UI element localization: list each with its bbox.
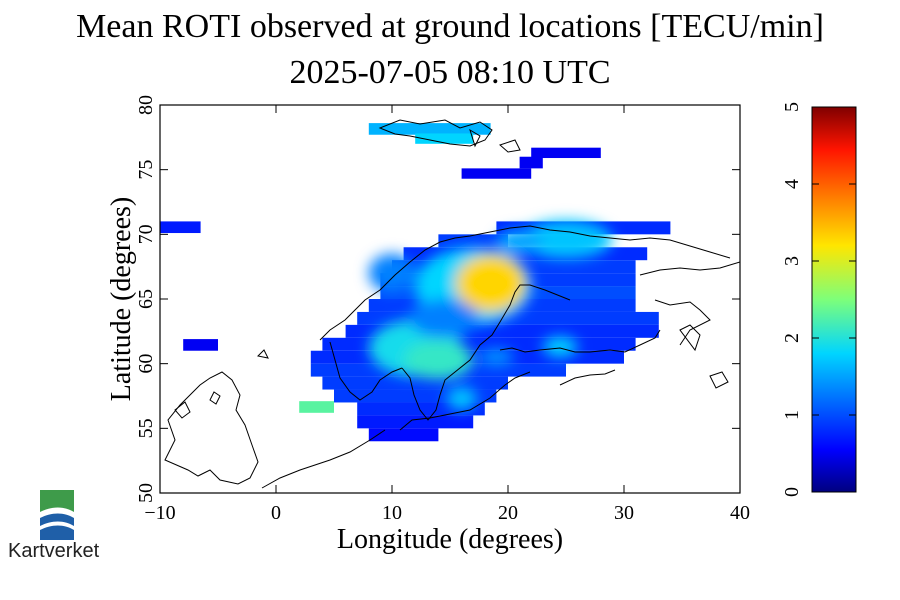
y-tick-label: 65	[135, 289, 157, 309]
roti-cell	[531, 147, 601, 159]
roti-cell	[461, 168, 532, 179]
kartverket-logo-icon	[40, 490, 74, 540]
roti-hotspot	[409, 299, 480, 338]
roti-cell	[322, 376, 508, 390]
x-axis-label: Longitude (degrees)	[337, 524, 563, 555]
roti-cell	[160, 221, 201, 234]
roti-hotspot	[479, 348, 514, 367]
roti-hotspot	[403, 340, 474, 380]
y-tick-label: 75	[135, 160, 157, 180]
roti-hotspot	[519, 220, 613, 259]
roti-cell	[368, 428, 439, 442]
roti-cell	[368, 123, 491, 135]
roti-hotspot	[455, 255, 526, 312]
x-axis: −10 0 10 20 30 40	[144, 105, 750, 524]
colorbar-tick-label: 4	[781, 179, 803, 189]
chart-title: Mean ROTI observed at ground locations […	[76, 8, 824, 45]
y-axis-label: Latitude (degrees)	[106, 197, 137, 401]
roti-hotspot	[446, 386, 477, 411]
roti-hotspot	[496, 229, 543, 256]
x-tick-label: 20	[498, 502, 518, 524]
colorbar-tick-label: 3	[781, 256, 803, 266]
roti-hotspots	[368, 220, 613, 411]
x-tick-label: 0	[271, 502, 281, 524]
roti-hotspot	[542, 336, 578, 358]
colorbar-tick-label: 2	[781, 333, 803, 343]
roti-cell	[299, 401, 334, 413]
x-tick-label: −10	[144, 502, 175, 524]
roti-cell	[415, 133, 474, 144]
y-tick-label: 70	[135, 224, 157, 244]
colorbar-tick-label: 0	[781, 487, 803, 497]
roti-cells	[160, 123, 671, 442]
colorbar-tick-label: 5	[781, 102, 803, 112]
chart-subtitle: 2025-07-05 08:10 UTC	[289, 54, 611, 91]
x-tick-label: 40	[730, 502, 750, 524]
x-tick-label: 10	[382, 502, 402, 524]
roti-cell	[519, 156, 543, 169]
y-tick-label: 60	[135, 354, 157, 374]
x-tick-label: 30	[614, 502, 634, 524]
colorbar-ticks: 0 1 2 3 4 5	[781, 102, 856, 497]
roti-cell	[357, 415, 474, 429]
colorbar-tick-label: 1	[781, 410, 803, 420]
roti-cell	[183, 339, 218, 351]
colorbar	[811, 106, 857, 493]
y-tick-label: 80	[135, 95, 157, 115]
roti-hotspot	[368, 253, 416, 293]
kartverket-logo-text: Kartverket	[8, 540, 100, 562]
y-tick-label: 50	[135, 483, 157, 503]
y-axis: 50 55 60 65 70 75 80	[135, 95, 740, 503]
y-tick-label: 55	[135, 418, 157, 438]
coastlines	[164, 119, 740, 489]
